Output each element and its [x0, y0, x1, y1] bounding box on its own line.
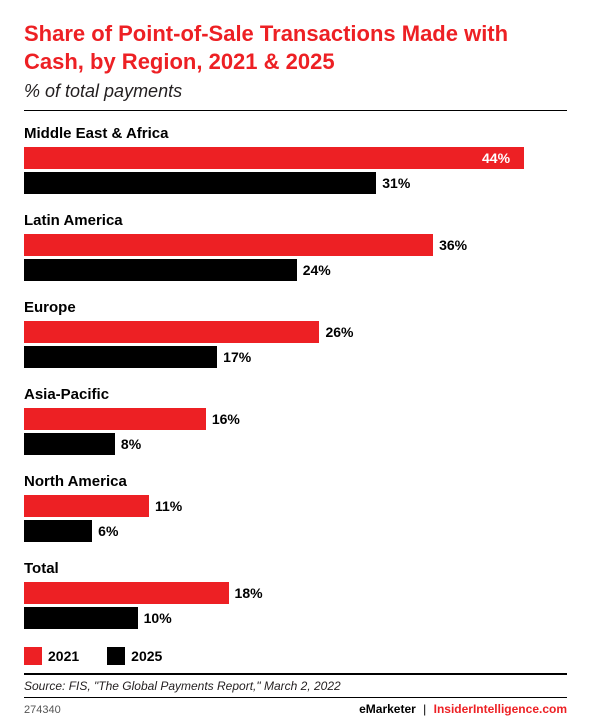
bar	[24, 147, 524, 169]
bar-group: Total 18% 10%	[24, 560, 567, 629]
bar-row: 11%	[24, 495, 567, 517]
bar-value: 6%	[98, 523, 118, 539]
footer: 274340 eMarketer | InsiderIntelligence.c…	[24, 697, 567, 716]
divider-bottom	[24, 673, 567, 675]
bar-value: 16%	[212, 411, 240, 427]
bar-value: 11%	[155, 498, 182, 514]
legend-label: 2025	[131, 648, 162, 664]
bar	[24, 234, 433, 256]
bar-value: 8%	[121, 436, 141, 452]
bar-group: Asia-Pacific 16% 8%	[24, 386, 567, 455]
bar-row: 6%	[24, 520, 567, 542]
bar	[24, 495, 149, 517]
bar-row: 31%	[24, 172, 567, 194]
legend-swatch	[107, 647, 125, 665]
bar-row: 36%	[24, 234, 567, 256]
bar	[24, 520, 92, 542]
bar-group: Latin America 36% 24%	[24, 212, 567, 281]
source-text: Source: FIS, "The Global Payments Report…	[24, 679, 567, 693]
bar	[24, 172, 376, 194]
group-label: Total	[24, 560, 567, 577]
bar-value: 17%	[223, 349, 251, 365]
bar-chart: Middle East & Africa 44% 31% Latin America 3…	[24, 125, 567, 629]
bar-row: 8%	[24, 433, 567, 455]
legend-item: 2021	[24, 647, 79, 665]
chart-id: 274340	[24, 704, 61, 716]
bar-group: Europe 26% 17%	[24, 299, 567, 368]
legend-label: 2021	[48, 648, 79, 664]
bar-row: 10%	[24, 607, 567, 629]
bar	[24, 433, 115, 455]
brand-insider: InsiderIntelligence.com	[434, 702, 567, 716]
bar-group: North America 11% 6%	[24, 473, 567, 542]
bar	[24, 321, 319, 343]
bar-value: 10%	[144, 610, 172, 626]
bar	[24, 408, 206, 430]
legend-swatch	[24, 647, 42, 665]
chart-title: Share of Point-of-Sale Transactions Made…	[24, 20, 567, 75]
group-label: Europe	[24, 299, 567, 316]
legend: 2021 2025	[24, 647, 567, 665]
group-label: Latin America	[24, 212, 567, 229]
bar-row: 17%	[24, 346, 567, 368]
group-label: Middle East & Africa	[24, 125, 567, 142]
bar-value: 26%	[325, 324, 353, 340]
bar	[24, 607, 138, 629]
bar-row: 16%	[24, 408, 567, 430]
bar-group: Middle East & Africa 44% 31%	[24, 125, 567, 194]
bar-row: 26%	[24, 321, 567, 343]
bar	[24, 582, 229, 604]
bar-value: 44%	[482, 150, 510, 166]
brand-emarketer: eMarketer	[359, 702, 416, 716]
bar-row: 44%	[24, 147, 567, 169]
bar-row: 18%	[24, 582, 567, 604]
brand-separator: |	[423, 702, 426, 716]
group-label: Asia-Pacific	[24, 386, 567, 403]
divider-top	[24, 110, 567, 111]
bar-value: 18%	[235, 585, 263, 601]
bar-value: 36%	[439, 237, 467, 253]
brand-block: eMarketer | InsiderIntelligence.com	[359, 702, 567, 716]
chart-subtitle: % of total payments	[24, 81, 567, 102]
bar-value: 24%	[303, 262, 331, 278]
legend-item: 2025	[107, 647, 162, 665]
bar-row: 24%	[24, 259, 567, 281]
bar	[24, 346, 217, 368]
group-label: North America	[24, 473, 567, 490]
bar-value: 31%	[382, 175, 410, 191]
bar	[24, 259, 297, 281]
